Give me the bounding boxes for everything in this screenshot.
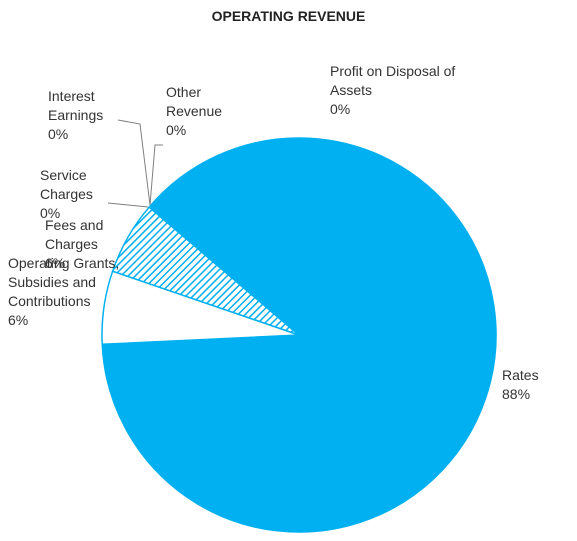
leader-lines <box>107 119 163 208</box>
label-value: 0% <box>40 205 61 221</box>
label-name: Service Charges <box>40 167 93 202</box>
label-value: 0% <box>330 101 351 117</box>
label-value: 88% <box>502 386 531 402</box>
label-value: 0% <box>166 122 187 138</box>
label-value: 6% <box>45 255 66 271</box>
label-value: 6% <box>8 312 29 328</box>
data-label: Fees and Charges 6% <box>45 216 115 273</box>
data-label: Other Revenue 0% <box>166 83 246 140</box>
label-name: Rates <box>502 367 539 383</box>
chart-title: OPERATING REVENUE <box>211 8 366 24</box>
label-name: Profit on Disposal of Assets <box>330 63 456 98</box>
data-label: Profit on Disposal of Assets 0% <box>330 62 480 119</box>
label-name: Operating Grants, Subsidies and Contribu… <box>8 255 120 309</box>
label-name: Fees and Charges <box>45 217 104 252</box>
label-value: 0% <box>48 126 69 142</box>
data-label: Rates 88% <box>502 366 572 404</box>
pie-slice <box>148 206 300 336</box>
data-label: Service Charges 0% <box>40 166 110 223</box>
label-name: Interest Earnings <box>48 88 104 123</box>
data-label: Interest Earnings 0% <box>48 87 128 144</box>
label-name: Other Revenue <box>166 84 223 119</box>
data-label: Operating Grants, Subsidies and Contribu… <box>8 254 133 330</box>
